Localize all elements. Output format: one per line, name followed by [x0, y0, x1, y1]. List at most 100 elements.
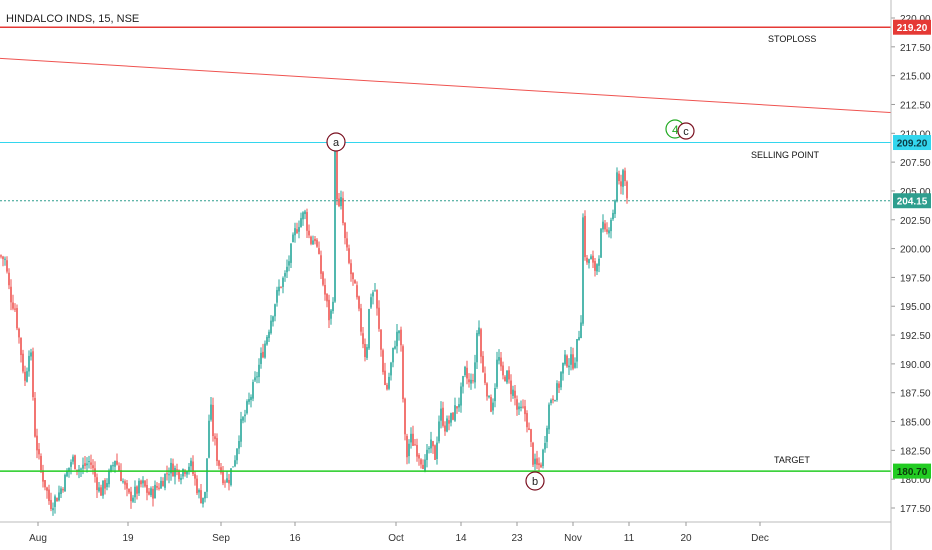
- candle-body: [84, 463, 86, 466]
- candle-body: [74, 455, 76, 470]
- candle-body: [58, 492, 60, 501]
- candle-body: [168, 474, 170, 476]
- candle-body: [348, 248, 350, 263]
- candle-body: [546, 428, 548, 442]
- candle-body: [330, 310, 332, 319]
- candle-body: [152, 488, 154, 499]
- candle-body: [226, 478, 228, 483]
- selling-point-badge: [893, 135, 931, 151]
- candle-body: [550, 400, 552, 404]
- candle-body: [618, 173, 620, 181]
- resistance-trendline: [0, 57, 892, 114]
- candle-body: [298, 227, 300, 232]
- candle-body: [170, 462, 172, 474]
- selling-point-badge-label: 209.20: [897, 139, 928, 150]
- candle-body: [606, 229, 608, 232]
- candle-body: [180, 477, 182, 480]
- candle-body: [194, 474, 196, 479]
- y-tick-label: 205.00: [900, 187, 931, 198]
- candle-body: [22, 353, 24, 372]
- candle-body: [90, 462, 92, 465]
- candle-body: [322, 272, 324, 285]
- candle-body: [256, 376, 258, 378]
- candle-body: [620, 181, 622, 187]
- marker-glyph: 4: [672, 123, 679, 137]
- wave-label-a[interactable]: a: [326, 132, 346, 152]
- candle-body: [466, 367, 468, 379]
- candle-body: [624, 170, 626, 182]
- candle-body: [460, 386, 462, 406]
- candle-body: [484, 373, 486, 383]
- candle-body: [326, 293, 328, 302]
- candle-body: [306, 212, 308, 231]
- x-tick-label: 16: [289, 533, 301, 544]
- y-tick-label: 212.50: [900, 100, 931, 111]
- candle-body: [6, 260, 8, 272]
- candle-body: [504, 376, 506, 382]
- candle-body: [450, 413, 452, 423]
- wave-label-b[interactable]: b: [525, 471, 545, 491]
- candle-body: [270, 320, 272, 334]
- x-tick-label: Dec: [751, 533, 769, 544]
- candle-body: [436, 442, 438, 459]
- candle-body: [520, 406, 522, 409]
- candle-body: [308, 230, 310, 236]
- y-tick-label: 182.50: [900, 446, 931, 457]
- candle-body: [88, 460, 90, 462]
- candle-body: [182, 469, 184, 477]
- candle-body: [284, 273, 286, 277]
- candle-body: [254, 377, 256, 381]
- candle-body: [354, 280, 356, 284]
- candle-body: [160, 480, 162, 489]
- candle-body: [106, 483, 108, 488]
- candle-body: [536, 458, 538, 465]
- candle-body: [66, 471, 68, 477]
- y-tick-label: 217.50: [900, 43, 931, 54]
- candle-body: [556, 383, 558, 401]
- candle-body: [80, 468, 82, 470]
- candle-body: [394, 346, 396, 349]
- candle-body: [324, 284, 326, 295]
- candle-body: [150, 488, 152, 496]
- candle-body: [190, 460, 192, 467]
- candle-body: [286, 266, 288, 273]
- candle-body: [178, 470, 180, 480]
- candle-body: [548, 404, 550, 430]
- candle-body: [124, 481, 126, 485]
- candle-body: [576, 338, 578, 362]
- x-tick-label: 19: [122, 533, 134, 544]
- candle-body: [216, 438, 218, 462]
- candle-body: [414, 444, 416, 446]
- wave-label-c[interactable]: c: [677, 122, 695, 140]
- candle-body: [138, 480, 140, 494]
- target-annotation: TARGET: [774, 455, 810, 465]
- candle-body: [346, 238, 348, 248]
- candle-body: [554, 400, 556, 402]
- candle-body: [48, 489, 50, 502]
- candle-body: [410, 433, 412, 443]
- candle-body: [538, 463, 540, 466]
- candle-body: [62, 488, 64, 491]
- stoploss-annotation: STOPLOSS: [768, 34, 816, 44]
- candle-body: [378, 307, 380, 329]
- candle-body: [610, 219, 612, 232]
- candle-body: [544, 443, 546, 450]
- y-tick-label: 207.50: [900, 158, 931, 169]
- candle-body: [600, 228, 602, 258]
- candle-body: [418, 455, 420, 459]
- candle-body: [516, 399, 518, 410]
- candle-body: [210, 404, 212, 420]
- candle-body: [228, 480, 230, 484]
- y-axis-ticks: 220.00 217.50 215.00 212.50 210.00 207.50 205.…: [900, 14, 931, 515]
- candle-body: [568, 365, 570, 368]
- candle-body: [574, 362, 576, 368]
- candle-body: [76, 469, 78, 471]
- candle-body: [204, 491, 206, 499]
- candle-body: [42, 470, 44, 482]
- candle-body: [98, 487, 100, 492]
- candle-body: [134, 486, 136, 498]
- candle-body: [602, 221, 604, 230]
- candle-body: [8, 272, 10, 286]
- candle-body: [420, 459, 422, 465]
